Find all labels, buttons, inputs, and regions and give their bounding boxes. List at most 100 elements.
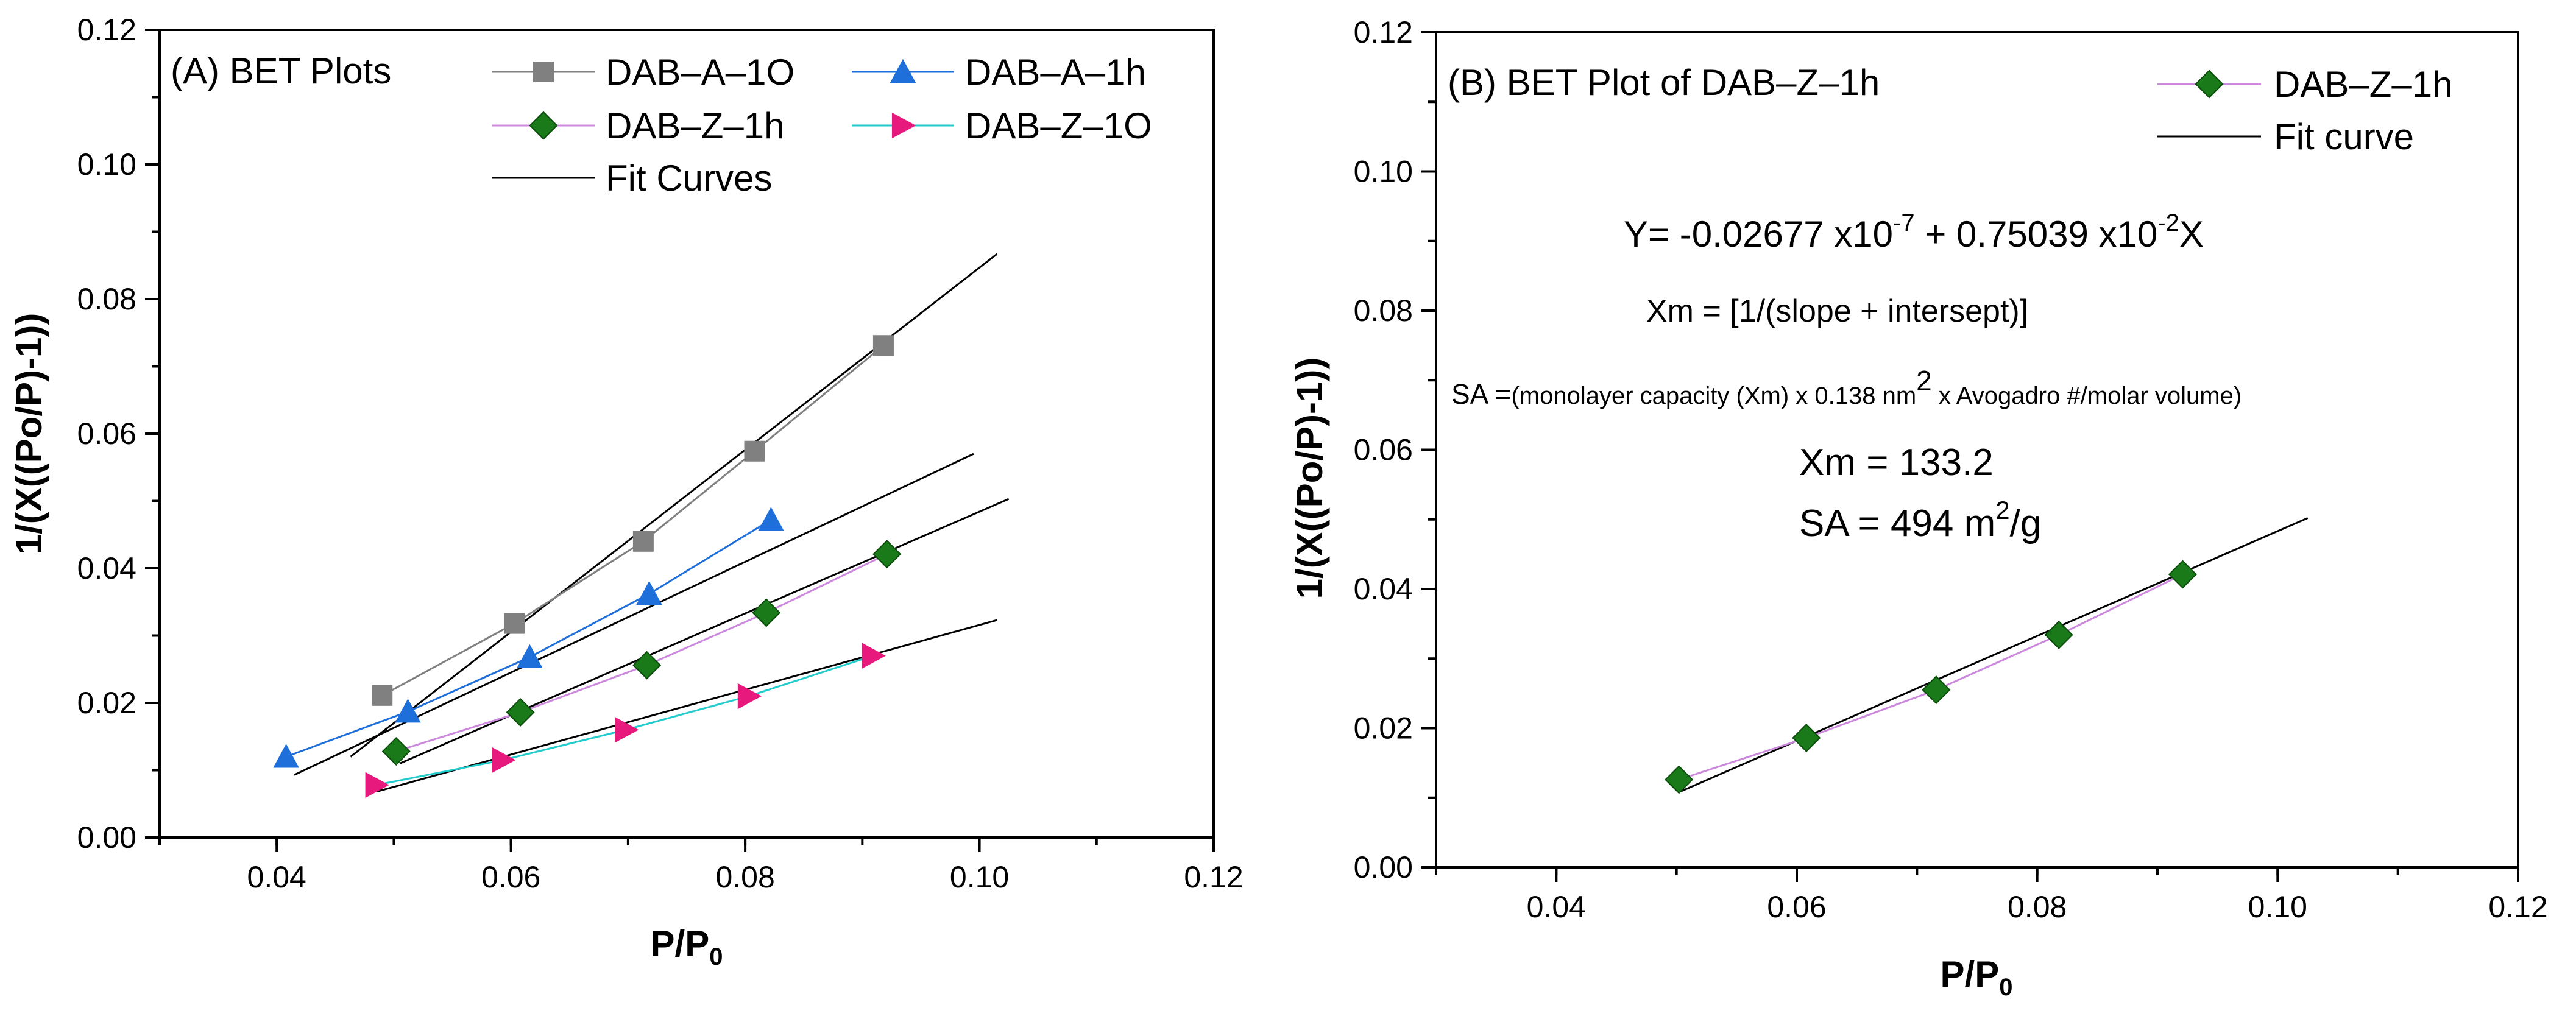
- sa-value-exp: 2: [1995, 496, 2009, 524]
- panel-a-legend-label-1: DAB–A–1h: [965, 52, 1146, 93]
- sa-value-end: /g: [2010, 502, 2042, 545]
- panel-a-series-2-point-3: [752, 598, 781, 627]
- panel-b-series-0-point-4: [2168, 560, 2197, 589]
- panel-a-axes-frame: [158, 29, 1215, 839]
- panel-a-series-0-point-1: [504, 613, 525, 634]
- panel-a-series-0-point-3: [744, 440, 765, 462]
- fit-equation-end: X: [2179, 214, 2204, 255]
- panel-a-y-axis-title: 1/(X((Po/P)-1)): [9, 313, 49, 555]
- xm-value: Xm = 133.2: [1799, 442, 1994, 484]
- panel-a-legend: DAB–A–1O DAB–A–1h DAB–Z–1h DAB–Z–1O Fit Curv…: [492, 52, 1152, 199]
- panel-a-ytick-label-0: 0.00: [77, 820, 136, 855]
- panel-a-xtick-label-0: 0.04: [247, 860, 306, 894]
- panel-a-ytick-label-5: 0.10: [77, 147, 136, 182]
- sa-formula-exp: 2: [1916, 365, 1932, 397]
- panel-a-series-2-point-1: [506, 697, 535, 727]
- sa-formula: SA =(monolayer capacity (Xm) x 0.138 nm2…: [1451, 365, 2242, 410]
- panel-b-ticks: 0.04 0.06 0.08 0.10 0.12 0.00 0.02 0.04 0.06 0.08…: [1354, 15, 2548, 924]
- panel-a-ytick-label-3: 0.06: [77, 417, 136, 451]
- panel-a-ticks: 0.04 0.06 0.08 0.10 0.12 0.00 0.02 0.04 0.06 0.08…: [77, 13, 1244, 894]
- panel-a-series-1-point-3: [636, 580, 662, 605]
- panel-b-legend: DAB–Z–1h Fit curve: [2157, 64, 2453, 157]
- fit-equation-exp1: -7: [1893, 210, 1915, 236]
- panel-a-x-axis-title-sub: 0: [709, 943, 723, 970]
- panel-a-title: (A) BET Plots: [171, 51, 391, 91]
- panel-b-series-0-point-0: [1665, 765, 1694, 794]
- panel-a-xtick-label-2: 0.08: [715, 860, 774, 894]
- panel-a-series-2-point-4: [872, 540, 902, 569]
- panel-b-xtick-label-1: 0.06: [1767, 890, 1826, 924]
- panel-b-x-axis-title: P/P0: [1941, 954, 2013, 1001]
- panel-a-legend-fit-label: Fit Curves: [606, 158, 772, 199]
- panel-b-legend-label-0: DAB–Z–1h: [2274, 64, 2453, 105]
- panel-b-xtick-label-2: 0.08: [2008, 890, 2067, 924]
- panel-b-xtick-label-0: 0.04: [1527, 890, 1586, 924]
- panel-b-fit-line-0: [1679, 517, 2309, 793]
- panel-a-x-axis-title: P/P0: [651, 923, 723, 970]
- panel-a-legend-marker-0: [533, 62, 554, 82]
- panel-a-legend-label-0: DAB–A–1O: [606, 52, 794, 93]
- fit-equation-exp2: -2: [2157, 210, 2179, 236]
- panel-a-bet-plots: 0.04 0.06 0.08 0.10 0.12 0.00 0.02 0.04 0.06 0.08…: [9, 13, 1244, 970]
- panel-b-ytick-label-3: 0.06: [1354, 433, 1413, 467]
- panel-a-legend-marker-1: [890, 58, 916, 83]
- panel-a-fit-line-0: [350, 253, 998, 758]
- panel-a-series-1-point-2: [517, 644, 543, 668]
- panel-a-ytick-label-2: 0.04: [77, 551, 136, 585]
- panel-b-x-axis-title-main: P/P: [1941, 954, 2000, 995]
- panel-b-bet-plot: 0.04 0.06 0.08 0.10 0.12 0.00 0.02 0.04 0.06 0.08…: [1289, 15, 2548, 1001]
- xm-formula: Xm = [1/(slope + intersept)]: [1646, 294, 2028, 329]
- fit-equation: Y= -0.02677 x10-7 + 0.75039 x10-2X: [1624, 210, 2204, 255]
- panel-a-series-1-point-0: [273, 744, 299, 768]
- panel-b-ytick-label-6: 0.12: [1354, 15, 1413, 49]
- panel-a-x-axis-title-main: P/P: [651, 923, 710, 964]
- panel-b-ytick-label-1: 0.02: [1354, 711, 1413, 746]
- panel-b-title: (B) BET Plot of DAB–Z–1h: [1448, 62, 1880, 103]
- panel-a-series-0-point-2: [632, 531, 654, 552]
- panel-b-legend-fit-label: Fit curve: [2274, 116, 2414, 157]
- panel-b-annotations: Y= -0.02677 x10-7 + 0.75039 x10-2X Xm = …: [1451, 210, 2242, 545]
- panel-b-series-0-point-3: [2044, 620, 2073, 649]
- panel-b-ytick-label-2: 0.04: [1354, 572, 1413, 606]
- panel-a-legend-label-2: DAB–Z–1h: [606, 105, 785, 146]
- panel-a-series-2-point-0: [381, 737, 411, 766]
- panel-b-xtick-label-4: 0.12: [2488, 890, 2547, 924]
- panel-a-series-2-point-2: [632, 651, 662, 680]
- sa-formula-mid: (monolayer capacity (Xm) x 0.138 nm: [1511, 383, 1916, 409]
- panel-b-legend-marker-0: [2195, 69, 2224, 99]
- panel-a-legend-marker-2: [529, 111, 558, 140]
- panel-a-series-3-point-3: [737, 683, 762, 710]
- panel-a-series-1-line: [286, 519, 772, 758]
- panel-a-ytick-label-4: 0.08: [77, 282, 136, 316]
- panel-a-plot-area: [273, 253, 1010, 799]
- panel-b-ytick-label-5: 0.10: [1354, 155, 1413, 189]
- panel-b-plot-area: [1665, 517, 2309, 794]
- panel-b-series-0-point-1: [1792, 723, 1821, 753]
- panel-b-x-axis-title-sub: 0: [1999, 974, 2012, 1001]
- panel-b-xtick-label-3: 0.10: [2248, 890, 2307, 924]
- panel-a-series-0-line: [381, 345, 884, 697]
- panel-a-xtick-label-3: 0.10: [950, 860, 1009, 894]
- panel-a-fit-line-3: [376, 619, 997, 793]
- panel-a-series-0-point-0: [372, 685, 393, 706]
- panel-a-xtick-label-1: 0.06: [481, 860, 540, 894]
- panel-a-series-1-point-4: [758, 507, 784, 531]
- sa-formula-prefix: SA =: [1451, 378, 1511, 410]
- panel-b-ytick-label-0: 0.00: [1354, 850, 1413, 884]
- sa-value: SA = 494 m2/g: [1799, 496, 2041, 545]
- panel-a-legend-label-3: DAB–Z–1O: [965, 105, 1152, 146]
- panel-a-xtick-label-4: 0.12: [1184, 860, 1243, 894]
- panel-a-legend-marker-3: [891, 112, 916, 139]
- panel-a-ytick-label-1: 0.02: [77, 686, 136, 720]
- panel-a-series-0-point-4: [872, 335, 894, 356]
- panel-b-y-axis-title: 1/(X((Po/P)-1)): [1289, 358, 1330, 599]
- panel-a-series-1-point-1: [395, 699, 421, 723]
- sa-formula-end: x Avogadro #/molar volume): [1932, 383, 2242, 409]
- panel-a-series-3-point-0: [365, 772, 389, 799]
- panel-a-ytick-label-6: 0.12: [77, 13, 136, 47]
- fit-equation-mid: + 0.75039 x10: [1915, 214, 2158, 255]
- panel-a-fit-line-2: [399, 498, 1010, 764]
- sa-value-prefix: SA = 494 m: [1799, 502, 1995, 545]
- panel-b-series-0-point-2: [1922, 675, 1951, 705]
